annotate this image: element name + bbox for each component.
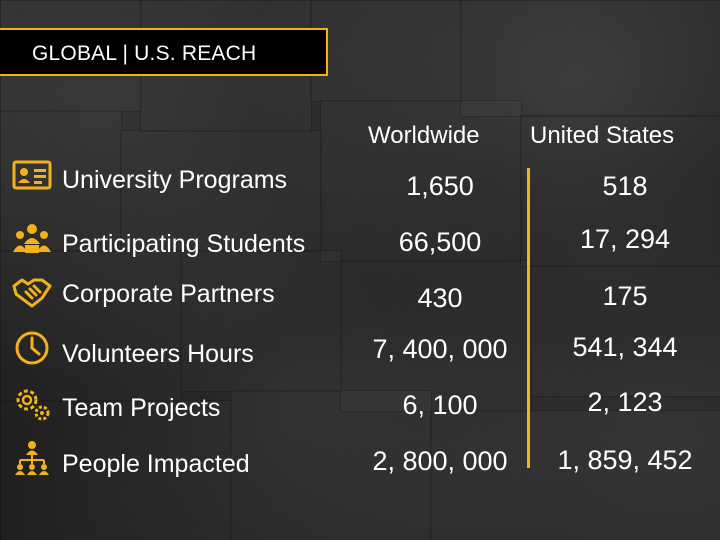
- worldwide-value: 2, 800, 000: [372, 446, 508, 476]
- stat-row-people-impacted: People Impacted 2, 800, 000 1, 859, 452: [0, 440, 720, 480]
- us-value: 518: [602, 171, 648, 201]
- handshake-icon: [12, 274, 52, 310]
- stat-row-participating-students: Participating Students 66,500 17, 294: [0, 222, 720, 262]
- worldwide-value: 1,650: [406, 171, 474, 201]
- column-header-worldwide: Worldwide: [368, 122, 480, 149]
- stat-row-team-projects: Team Projects 6, 100 2, 123: [0, 386, 720, 426]
- us-value: 541, 344: [572, 332, 678, 362]
- network-people-icon: [12, 440, 52, 476]
- worldwide-value: 66,500: [398, 227, 482, 257]
- us-value: 175: [602, 281, 648, 311]
- title-box: GLOBAL | U.S. REACH: [0, 28, 328, 76]
- worldwide-value: 6, 100: [402, 390, 478, 420]
- stat-row-corporate-partners: Corporate Partners 430 175: [0, 274, 720, 314]
- us-value: 2, 123: [587, 387, 663, 417]
- us-value: 1, 859, 452: [557, 445, 693, 475]
- clock-icon: [12, 330, 52, 366]
- us-value: 17, 294: [579, 224, 671, 254]
- group-people-icon: [12, 222, 52, 258]
- column-header-united-states: United States: [530, 122, 675, 149]
- worldwide-value: 7, 400, 000: [372, 334, 508, 364]
- row-label: People Impacted: [62, 450, 250, 478]
- id-card-icon: [12, 158, 52, 194]
- row-label: Volunteers Hours: [62, 340, 254, 368]
- row-label: Corporate Partners: [62, 280, 275, 308]
- row-label: Team Projects: [62, 394, 221, 422]
- gears-icon: [12, 386, 52, 422]
- stat-row-university-programs: University Programs 1,650 518: [0, 158, 720, 201]
- worldwide-value: 430: [417, 283, 463, 313]
- column-divider: [527, 168, 530, 468]
- row-label: Participating Students: [62, 230, 306, 258]
- stat-row-volunteers-hours: Volunteers Hours 7, 400, 000 541, 344: [0, 330, 720, 370]
- row-label: University Programs: [62, 166, 288, 194]
- page-title: GLOBAL | U.S. REACH: [32, 42, 257, 65]
